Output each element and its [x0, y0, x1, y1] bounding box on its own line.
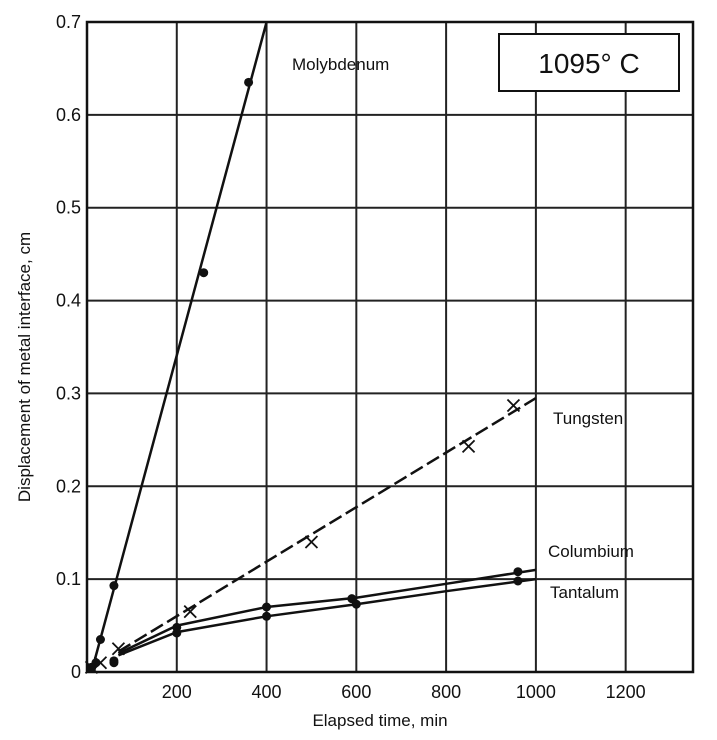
- data-point-molybdenum: [244, 77, 254, 87]
- series-layer: Molybdenum Tungsten Columbium Tantalum: [84, 21, 634, 674]
- x-tick-label: 800: [431, 682, 461, 702]
- data-point-molybdenum: [199, 268, 209, 278]
- series-line-columbium: [117, 568, 537, 655]
- y-tick-label: 0.1: [56, 569, 81, 589]
- data-point-tungsten: [461, 439, 476, 453]
- series-line-tungsten: [117, 397, 537, 653]
- condition-box-frame: [498, 33, 680, 92]
- data-point-tantalum: [172, 628, 182, 638]
- condition-box: 1095° C: [498, 33, 680, 92]
- plot-frame: [85, 20, 695, 674]
- condition-label: 1095° C: [538, 48, 640, 79]
- data-point-columbium: [262, 602, 272, 612]
- series-label-columbium: Columbium: [548, 542, 634, 561]
- y-tick-label: 0.7: [56, 12, 81, 32]
- y-tick-label: 0.5: [56, 198, 81, 218]
- x-tick-label: 200: [162, 682, 192, 702]
- y-tick-label: 0: [71, 662, 81, 682]
- y-tick-label: 0.2: [56, 476, 81, 496]
- data-point-tantalum: [262, 611, 272, 621]
- series-label-tantalum: Tantalum: [550, 583, 619, 602]
- data-point-molybdenum: [109, 581, 119, 591]
- x-tick-label: 1000: [516, 682, 556, 702]
- y-tick-label: 0.4: [56, 291, 81, 311]
- data-point-molybdenum: [95, 635, 105, 644]
- x-axis-title: Elapsed time, min: [312, 711, 447, 730]
- series-label-tungsten: Tungsten: [553, 409, 623, 428]
- data-point-tungsten: [183, 605, 197, 619]
- data-point-tantalum: [351, 599, 361, 609]
- data-point-tantalum: [86, 663, 96, 673]
- series-tungsten: Tungsten: [84, 397, 623, 674]
- series-label-molybdenum: Molybdenum: [292, 55, 389, 74]
- y-tick-label: 0.6: [56, 105, 81, 125]
- y-axis-title: Displacement of metal interface, cm: [15, 232, 34, 502]
- series-molybdenum: Molybdenum: [86, 21, 389, 673]
- data-point-tantalum: [109, 658, 119, 668]
- series-tantalum: Tantalum: [86, 576, 619, 673]
- series-columbium: Columbium: [86, 542, 634, 672]
- data-point-columbium: [513, 567, 523, 577]
- series-line-tantalum: [117, 577, 537, 657]
- tick-labels: 200 400 600 800 1000 1200 0 0.1 0.2 0.3 0.4 0.5 0.6 0…: [56, 12, 646, 702]
- x-tick-label: 1200: [606, 682, 646, 702]
- data-point-tantalum: [513, 576, 523, 586]
- data-point-tungsten: [304, 535, 319, 549]
- x-tick-label: 400: [252, 682, 282, 702]
- x-tick-label: 600: [341, 682, 371, 702]
- data-point-tungsten: [93, 656, 108, 670]
- y-tick-label: 0.3: [56, 383, 81, 403]
- data-point-tungsten: [506, 398, 521, 413]
- series-line-molybdenum: [90, 21, 268, 673]
